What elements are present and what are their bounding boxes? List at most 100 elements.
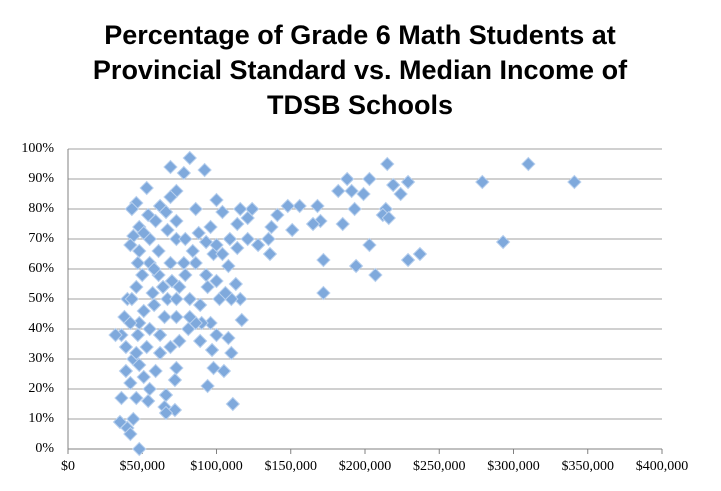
point: [221, 258, 236, 274]
point: [495, 234, 511, 250]
point: [140, 207, 156, 223]
point: [292, 198, 307, 214]
y-tick-label: 90%: [28, 171, 54, 186]
y-tick-label: 80%: [28, 201, 54, 216]
point: [118, 363, 134, 379]
point: [198, 267, 214, 283]
point: [169, 291, 184, 307]
point: [400, 174, 416, 190]
point: [198, 234, 214, 250]
point: [230, 216, 245, 232]
point: [209, 273, 224, 289]
point: [192, 333, 208, 349]
point: [176, 165, 192, 181]
point: [188, 201, 203, 217]
point: [142, 321, 157, 337]
point: [188, 255, 203, 271]
point: [124, 291, 140, 307]
point: [228, 276, 244, 292]
point: [182, 309, 197, 325]
point: [146, 261, 162, 277]
y-tick-label: 70%: [28, 231, 54, 246]
point: [178, 231, 193, 247]
point: [124, 201, 140, 217]
point: [222, 231, 238, 247]
point: [108, 327, 123, 343]
point: [129, 345, 144, 361]
point: [132, 357, 147, 373]
point: [362, 171, 377, 187]
point: [169, 213, 184, 229]
point: [316, 252, 331, 268]
point: [130, 327, 146, 343]
point: [136, 369, 151, 385]
y-tick-label: 60%: [28, 261, 54, 276]
point: [380, 156, 395, 172]
x-tick-label: $100,000: [190, 459, 243, 474]
x-tick-label: $400,000: [636, 459, 689, 474]
point: [123, 315, 138, 331]
point: [225, 396, 241, 412]
point: [164, 273, 180, 289]
x-tick-label: $0: [61, 459, 75, 474]
point: [362, 237, 377, 253]
point: [206, 360, 221, 376]
point: [181, 321, 196, 337]
point: [356, 186, 371, 202]
point: [344, 183, 359, 199]
point: [148, 363, 163, 379]
point: [386, 177, 401, 193]
point: [285, 222, 300, 238]
point: [250, 237, 266, 253]
point: [163, 159, 178, 175]
point: [136, 303, 151, 319]
point: [335, 216, 350, 232]
point: [331, 183, 346, 199]
point: [151, 243, 166, 259]
point: [381, 210, 396, 226]
point: [412, 246, 428, 262]
point: [118, 339, 134, 355]
point: [169, 360, 184, 376]
point: [224, 345, 239, 361]
point: [567, 174, 582, 190]
point: [114, 390, 129, 406]
point: [167, 372, 183, 388]
point: [140, 393, 156, 409]
point: [209, 327, 224, 343]
y-tick-label: 30%: [28, 351, 54, 366]
y-tick-label: 40%: [28, 321, 54, 336]
point: [139, 180, 154, 196]
point: [215, 204, 230, 220]
point: [169, 309, 184, 325]
point: [182, 291, 197, 307]
point: [129, 279, 144, 295]
point: [182, 150, 197, 166]
point: [185, 243, 200, 259]
point: [163, 339, 178, 355]
point: [126, 411, 141, 427]
point: [270, 207, 285, 223]
point: [160, 222, 175, 238]
point: [178, 267, 193, 283]
point: [191, 225, 206, 241]
point: [348, 258, 364, 274]
point: [163, 189, 178, 205]
point: [200, 378, 215, 394]
point: [139, 339, 154, 355]
point: [339, 171, 355, 187]
point: [142, 381, 157, 397]
y-tick-label: 100%: [21, 141, 54, 156]
point: [204, 342, 220, 358]
point: [368, 267, 383, 283]
point: [192, 297, 208, 313]
point: [157, 309, 172, 325]
point: [158, 405, 174, 421]
point: [234, 312, 249, 328]
point: [136, 225, 151, 241]
point: [130, 255, 146, 271]
point: [135, 267, 150, 283]
point: [200, 279, 215, 295]
